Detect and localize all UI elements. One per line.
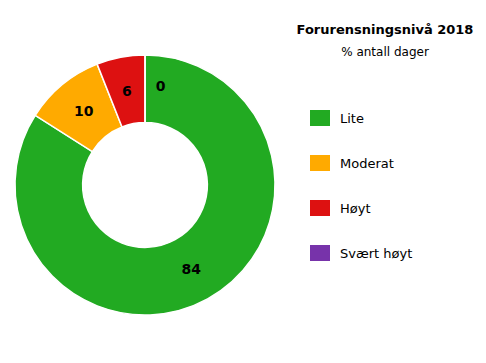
legend-item: Svært høyt (310, 245, 412, 261)
legend-item: Høyt (310, 200, 371, 216)
data-label: 10 (74, 103, 94, 119)
legend-label: Lite (340, 111, 364, 126)
slice (97, 55, 145, 127)
legend-swatch (310, 110, 330, 126)
legend-item: Lite (310, 110, 364, 126)
slice (144, 55, 146, 123)
subtitle: % antall dager (341, 45, 429, 59)
legend-swatch (310, 245, 330, 261)
data-label: 0 (156, 78, 166, 94)
slices (15, 55, 275, 315)
title: Forurensningsnivå 2018 (297, 22, 474, 37)
slice (15, 55, 275, 315)
data-labels: 84 10 6 0 (74, 78, 201, 277)
data-label: 84 (182, 261, 202, 277)
legend-label: Svært høyt (340, 246, 412, 261)
legend-label: Moderat (340, 156, 394, 171)
legend-swatch (310, 200, 330, 216)
legend-label: Høyt (340, 201, 371, 216)
data-label: 6 (122, 83, 132, 99)
legend-swatch (310, 155, 330, 171)
chart: 84 10 6 0 Forurensningsnivå 2018 % antall dag… (0, 0, 486, 363)
legend-item: Moderat (310, 155, 394, 171)
legend: Lite Moderat Høyt Svært høyt (310, 110, 412, 261)
